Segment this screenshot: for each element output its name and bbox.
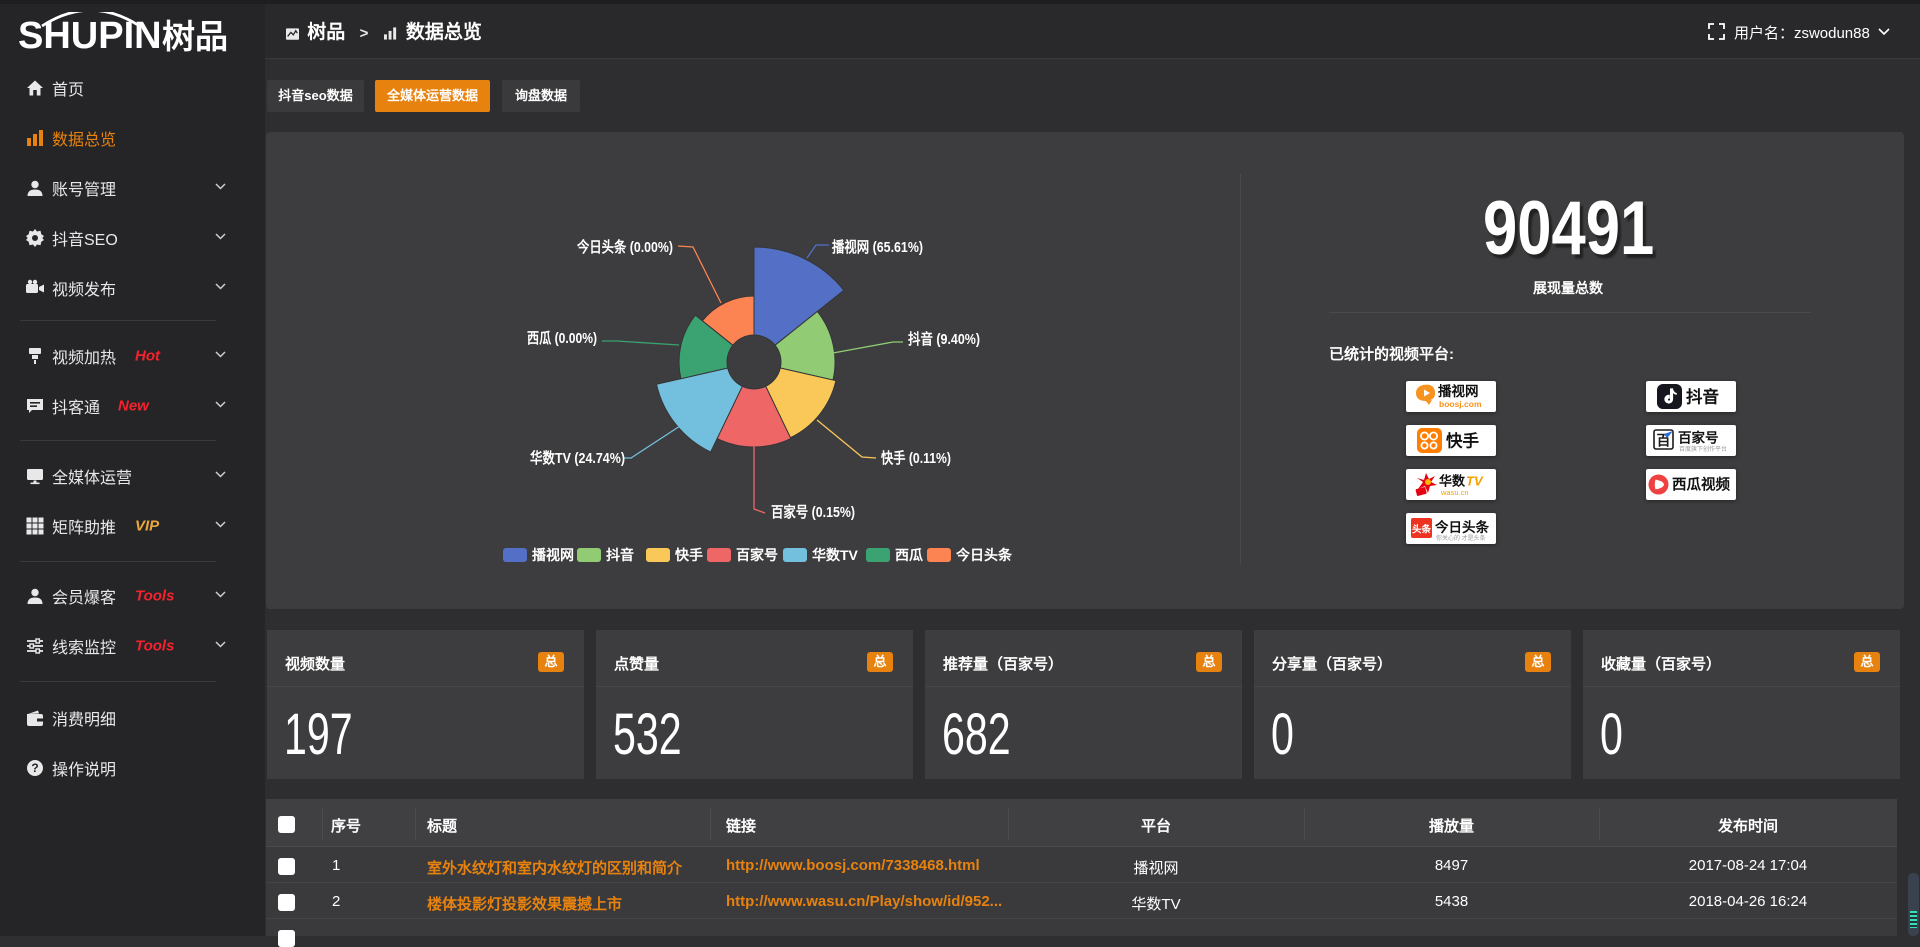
svg-text:头条: 头条 [1412, 524, 1432, 536]
svg-text:播视网: 播视网 [532, 547, 574, 563]
svg-text:SHUPIN: SHUPIN [18, 15, 162, 57]
svg-text:TV: TV [1466, 474, 1484, 489]
svg-text:你关心的 才是头条: 你关心的 才是头条 [1436, 534, 1486, 542]
svg-text:今日头条: 今日头条 [955, 547, 1013, 563]
svg-text:西瓜视频: 西瓜视频 [1672, 476, 1730, 494]
svg-text:快手 (0.11%): 快手 (0.11%) [881, 449, 951, 467]
svg-text:抖音: 抖音 [1686, 387, 1719, 407]
svg-text:boosj.com: boosj.com [1439, 399, 1482, 409]
svg-text:树品: 树品 [162, 18, 228, 55]
svg-text:百家号 (0.15%): 百家号 (0.15%) [771, 503, 855, 521]
svg-text:抖音 (9.40%): 抖音 (9.40%) [908, 330, 980, 348]
svg-text:抖音: 抖音 [606, 547, 634, 563]
svg-text:今日头条: 今日头条 [1435, 519, 1489, 535]
svg-text:百家号: 百家号 [1678, 430, 1719, 446]
svg-text:wasu.cn: wasu.cn [1440, 488, 1469, 497]
svg-text:西瓜 (0.00%): 西瓜 (0.00%) [527, 330, 597, 347]
svg-text:西瓜: 西瓜 [895, 547, 923, 563]
svg-text:播视网: 播视网 [1438, 383, 1479, 399]
svg-text:快手: 快手 [675, 547, 703, 563]
svg-text:华数: 华数 [1439, 474, 1466, 489]
svg-text:播视网 (65.61%): 播视网 (65.61%) [832, 238, 923, 256]
svg-text:快手: 快手 [1446, 431, 1480, 451]
svg-text:?: ? [31, 761, 38, 775]
svg-text:华数TV: 华数TV [812, 547, 859, 563]
svg-text:华数TV (24.74%): 华数TV (24.74%) [530, 449, 625, 467]
svg-text:今日头条 (0.00%): 今日头条 (0.00%) [576, 238, 673, 256]
svg-text:百家号: 百家号 [736, 547, 778, 563]
svg-text:百度旗下创作平台: 百度旗下创作平台 [1679, 445, 1727, 453]
